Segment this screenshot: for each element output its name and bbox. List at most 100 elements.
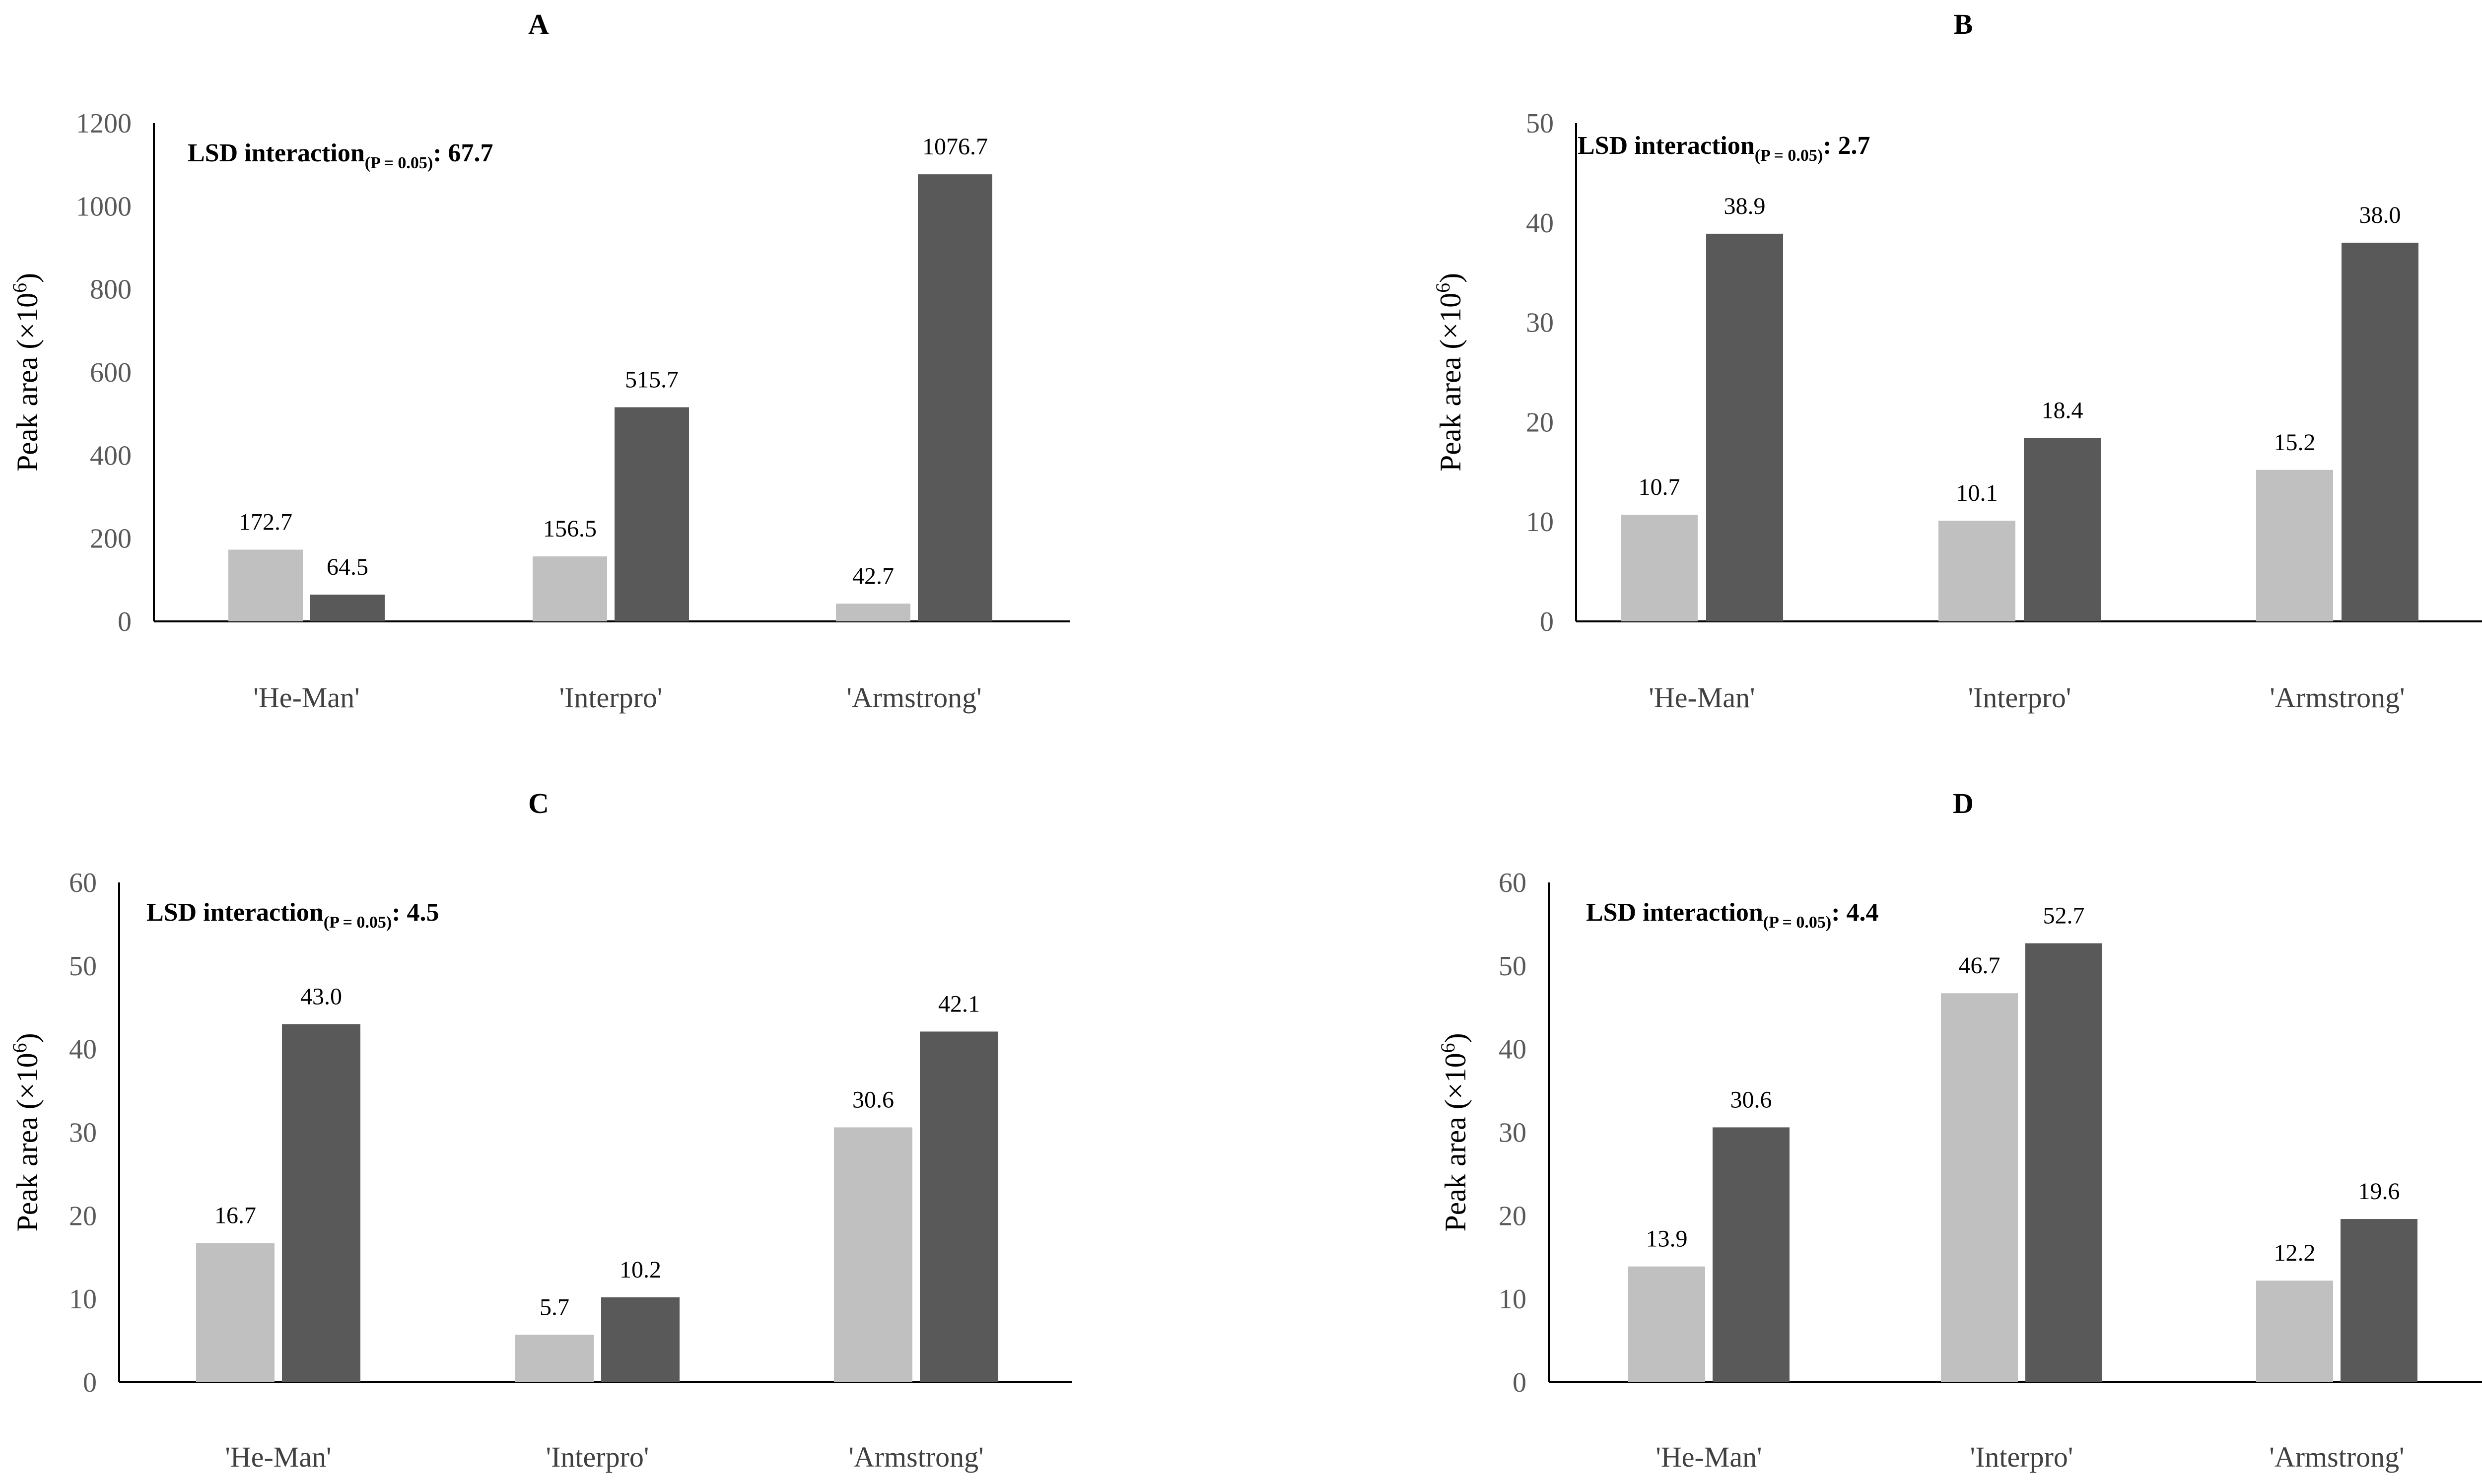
bar-value-label: 13.9 (1646, 1226, 1688, 1252)
y-tick-label: 20 (69, 1201, 97, 1231)
chart-panel-c: C 0 10 20 30 40 50 60 Peak area (×106) LSD intera… (8, 787, 1072, 1473)
bar-dark (2025, 943, 2102, 1382)
panel-title-b: B (1954, 8, 1973, 40)
y-tick-label: 30 (1526, 308, 1554, 338)
y-tick-label: 0 (83, 1367, 97, 1398)
bar-value-label: 38.0 (2359, 202, 2401, 228)
y-tick-label: 20 (1526, 407, 1554, 438)
y-tick-label: 30 (69, 1118, 97, 1148)
bar-value-label: 10.7 (1639, 474, 1680, 500)
y-tick-label: 50 (1526, 108, 1554, 139)
panel-title-d: D (1953, 787, 1974, 819)
bar-value-label: 42.7 (852, 563, 894, 589)
bar-value-label: 10.2 (620, 1257, 661, 1283)
y-tick-label: 1000 (76, 191, 132, 222)
y-axis-title: Peak area (×106) (8, 273, 44, 472)
y-tick-label: 50 (1499, 951, 1526, 982)
lsd-annotation: LSD interaction(P = 0.05): 4.5 (146, 898, 439, 932)
bar-dark (1706, 233, 1783, 621)
bar-value-label: 43.0 (300, 983, 342, 1010)
lsd-annotation: LSD interaction(P = 0.05): 4.4 (1586, 898, 1879, 932)
x-tick-label: 'He-Man' (1649, 681, 1755, 714)
y-tick-label: 0 (118, 607, 132, 637)
bar-value-label: 172.7 (239, 509, 292, 536)
bar-value-label: 30.6 (852, 1086, 894, 1113)
x-tick-label: 'Armstrong' (848, 1441, 983, 1473)
bar-value-label: 10.1 (1956, 480, 1998, 506)
bar-dark (918, 174, 992, 621)
bar-value-label: 30.6 (1730, 1086, 1772, 1113)
y-tick-label: 40 (1526, 208, 1554, 239)
x-tick-label: 'Interpro' (559, 681, 663, 714)
y-tick-label: 30 (1499, 1118, 1526, 1148)
y-tick-label: 600 (90, 357, 132, 388)
x-tick-label: 'Interpro' (1968, 681, 2071, 714)
lsd-annotation: LSD interaction(P = 0.05): 67.7 (188, 139, 493, 172)
bar-value-label: 46.7 (1959, 952, 2000, 979)
bar-value-label: 16.7 (214, 1203, 256, 1229)
y-tick-label: 1200 (76, 108, 132, 139)
y-axis-title: Peak area (×106) (8, 1033, 44, 1231)
y-tick-label: 10 (1526, 507, 1554, 538)
y-tick-label: 40 (1499, 1034, 1526, 1065)
bar-dark (2342, 242, 2418, 622)
y-tick-label: 200 (90, 524, 132, 554)
bar-light (834, 1127, 912, 1382)
y-axis-title: Peak area (×106) (1437, 1033, 1472, 1231)
bar-value-label: 52.7 (2043, 903, 2085, 929)
x-tick-label: 'Interpro' (1970, 1441, 2073, 1473)
bar-light (1938, 521, 2015, 621)
bar-dark (920, 1031, 998, 1382)
chart-panel-d: D 0 10 20 30 40 50 60 Peak area (×106) LSD intera… (1437, 787, 2482, 1473)
panel-title-c: C (528, 787, 549, 819)
y-tick-label: 50 (69, 951, 97, 982)
bar-light (1941, 993, 2018, 1382)
y-tick-label: 10 (1499, 1284, 1526, 1315)
y-tick-label: 0 (1513, 1367, 1526, 1398)
bar-value-label: 156.5 (543, 516, 597, 542)
chart-panel-a: A 0 200 400 600 800 1000 1200 Peak area (×106) LS… (8, 8, 1070, 714)
x-tick-label: 'Armstrong' (846, 681, 981, 714)
panel-title-a: A (528, 8, 549, 40)
bar-dark (615, 407, 689, 621)
y-tick-label: 10 (69, 1284, 97, 1315)
bar-value-label: 5.7 (540, 1294, 569, 1320)
y-tick-label: 60 (1499, 868, 1526, 898)
x-tick-label: 'Armstrong' (2269, 1441, 2404, 1473)
bar-dark (282, 1024, 360, 1382)
bar-value-label: 12.2 (2274, 1240, 2316, 1266)
bar-value-label: 18.4 (2042, 398, 2083, 424)
y-axis-title: Peak area (×106) (1432, 273, 1467, 472)
bar-light (2256, 470, 2333, 621)
bar-value-label: 19.6 (2358, 1178, 2400, 1205)
bar-light (533, 556, 607, 621)
x-tick-label: 'Armstrong' (2270, 681, 2405, 714)
bar-value-label: 15.2 (2274, 429, 2316, 456)
y-tick-label: 20 (1499, 1201, 1526, 1231)
bar-light (1628, 1266, 1705, 1382)
bar-dark (2341, 1219, 2417, 1382)
bar-light (2256, 1281, 2333, 1382)
bar-light (836, 604, 910, 621)
bar-light (515, 1335, 594, 1382)
chart-panel-b: B 0 10 20 30 40 50 Peak area (×106) LSD interact… (1432, 8, 2482, 714)
y-tick-label: 0 (1540, 607, 1554, 637)
lsd-annotation: LSD interaction(P = 0.05): 2.7 (1578, 132, 1870, 165)
x-tick-label: 'Interpro' (546, 1441, 649, 1473)
y-tick-label: 60 (69, 868, 97, 898)
bar-light (196, 1243, 275, 1382)
bar-dark (310, 595, 385, 621)
bar-dark (601, 1297, 680, 1382)
bar-light (1621, 515, 1698, 621)
bar-light (228, 549, 303, 621)
bar-value-label: 42.1 (938, 991, 980, 1017)
bar-value-label: 1076.7 (922, 134, 988, 160)
y-tick-label: 400 (90, 440, 132, 471)
bar-dark (1713, 1127, 1790, 1382)
bar-value-label: 515.7 (625, 367, 679, 393)
bar-value-label: 64.5 (327, 554, 368, 580)
x-tick-label: 'He-Man' (225, 1441, 331, 1473)
bar-dark (2024, 438, 2101, 621)
y-tick-label: 40 (69, 1034, 97, 1065)
